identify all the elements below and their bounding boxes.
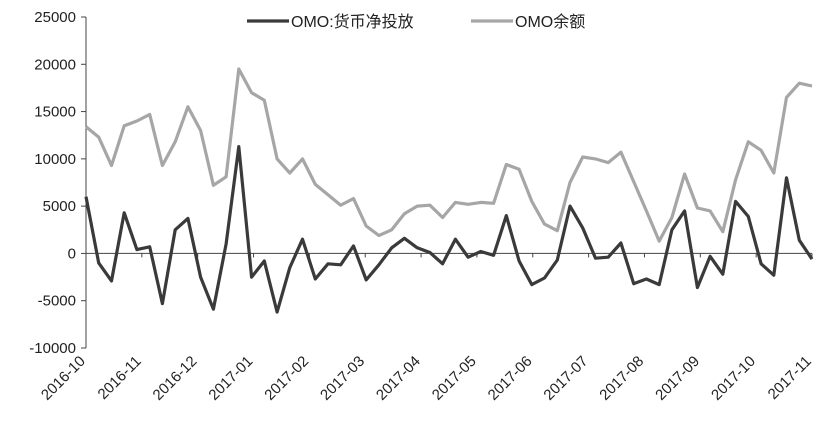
x-tick-label: 2017-06 [485, 353, 536, 404]
x-tick-label: 2016-11 [95, 353, 145, 403]
x-axis-ticks: 2016-10 2016-11 2016-12 2017-01 2017-02 2017-… [38, 253, 815, 404]
x-tick-label: 2017-03 [317, 353, 368, 404]
y-axis-ticks: 25000 20000 15000 10000 5000 0 -5000 -10000 [29, 9, 86, 357]
x-tick-label: 2017-07 [540, 353, 591, 404]
x-tick-label: 2016-10 [38, 353, 89, 404]
series-line-1 [84, 67, 813, 243]
y-tick-label: 5000 [43, 198, 76, 215]
legend-label-1: OMO余额 [515, 12, 585, 31]
legend-label-0: OMO:货币净投放 [291, 13, 414, 31]
y-tick-label: -10000 [29, 340, 76, 357]
y-tick-label: 20000 [34, 56, 76, 73]
axes [85, 17, 812, 348]
y-tick-label: 25000 [34, 9, 76, 26]
series-group [84, 67, 814, 314]
x-tick-label: 2017-04 [373, 353, 424, 404]
x-tick-label: 2017-01 [205, 353, 256, 404]
x-tick-label: 2017-08 [596, 353, 647, 404]
series-line-0 [84, 145, 814, 314]
legend: OMO:货币净投放 OMO余额 [247, 12, 585, 31]
x-tick-label: 2017-09 [652, 353, 703, 404]
x-tick-label: 2017-11 [765, 353, 815, 403]
y-tick-label: 15000 [34, 104, 76, 121]
y-tick-label: 0 [68, 245, 76, 262]
y-tick-label: -5000 [38, 293, 76, 310]
x-tick-label: 2017-10 [708, 353, 759, 404]
x-tick-label: 2016-12 [150, 353, 201, 404]
x-tick-label: 2017-02 [261, 353, 312, 404]
x-tick-label: 2017-05 [429, 353, 480, 404]
y-tick-label: 10000 [34, 151, 76, 168]
